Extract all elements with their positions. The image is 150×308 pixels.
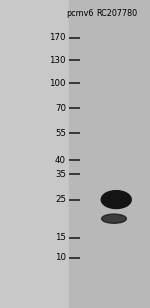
Ellipse shape <box>101 191 131 209</box>
Text: RC207780: RC207780 <box>96 9 138 18</box>
Text: 25: 25 <box>55 195 66 204</box>
Text: 130: 130 <box>50 55 66 65</box>
Text: 10: 10 <box>55 253 66 262</box>
Ellipse shape <box>102 214 126 223</box>
Text: 35: 35 <box>55 169 66 179</box>
Text: 170: 170 <box>50 33 66 42</box>
Text: 55: 55 <box>55 128 66 138</box>
Text: 40: 40 <box>55 156 66 165</box>
Text: pcmv6: pcmv6 <box>67 9 94 18</box>
Text: 100: 100 <box>50 79 66 88</box>
Text: 70: 70 <box>55 104 66 113</box>
Bar <box>69 0 150 308</box>
Text: 15: 15 <box>55 233 66 242</box>
